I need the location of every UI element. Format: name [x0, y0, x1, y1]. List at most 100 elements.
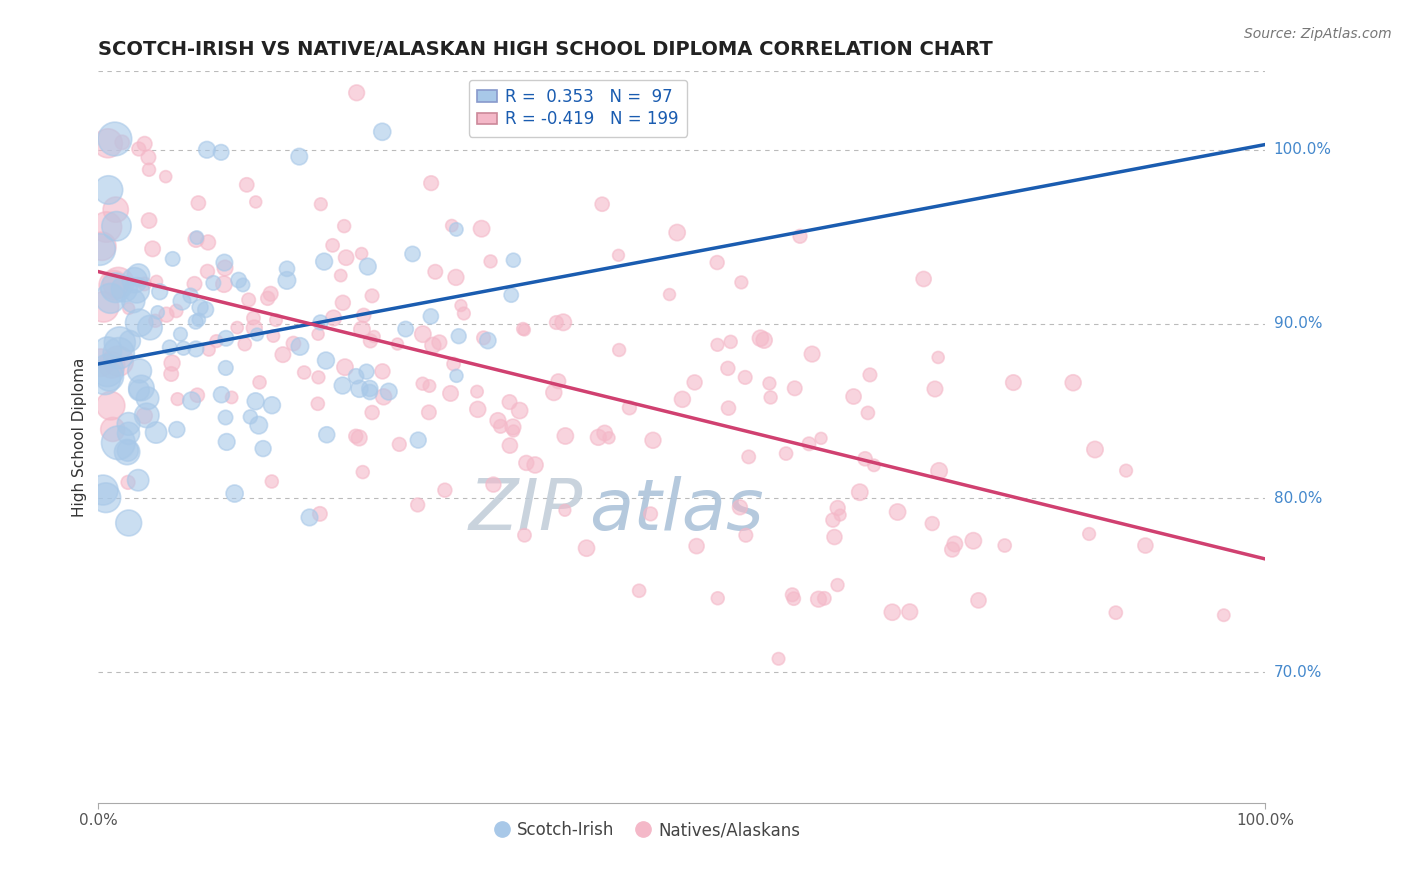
Point	[228, 273, 250, 287]
Text: Source: ZipAtlas.com: Source: ZipAtlas.com	[1244, 27, 1392, 41]
Point	[749, 331, 772, 345]
Point	[211, 388, 233, 402]
Point	[91, 483, 114, 497]
Point	[509, 403, 531, 417]
Point	[104, 132, 127, 146]
Point	[419, 310, 441, 324]
Point	[159, 340, 181, 354]
Point	[117, 475, 139, 490]
Point	[215, 360, 238, 375]
Point	[359, 384, 381, 399]
Point	[195, 143, 218, 157]
Point	[118, 334, 141, 348]
Point	[329, 268, 352, 283]
Point	[145, 275, 167, 289]
Point	[377, 384, 399, 399]
Point	[467, 402, 489, 417]
Point	[1084, 442, 1107, 457]
Point	[97, 343, 120, 358]
Point	[187, 196, 209, 211]
Point	[103, 278, 125, 293]
Point	[720, 334, 742, 349]
Point	[513, 323, 536, 337]
Point	[236, 178, 259, 192]
Point	[198, 343, 221, 357]
Point	[135, 409, 157, 423]
Point	[1062, 376, 1084, 390]
Point	[628, 583, 651, 598]
Point	[107, 435, 129, 450]
Point	[149, 285, 172, 299]
Point	[138, 162, 160, 177]
Point	[924, 382, 946, 396]
Point	[117, 417, 139, 431]
Point	[1212, 608, 1234, 623]
Point	[262, 329, 284, 343]
Point	[187, 312, 209, 326]
Point	[124, 273, 146, 287]
Point	[212, 277, 235, 292]
Point	[226, 320, 249, 334]
Point	[298, 510, 321, 524]
Point	[728, 500, 751, 515]
Point	[512, 322, 534, 336]
Point	[821, 513, 844, 527]
Point	[363, 329, 385, 343]
Point	[288, 339, 311, 353]
Point	[333, 360, 356, 375]
Point	[524, 458, 547, 472]
Point	[1078, 527, 1101, 541]
Point	[309, 507, 332, 521]
Point	[1105, 606, 1128, 620]
Point	[927, 351, 949, 365]
Point	[418, 405, 440, 419]
Point	[513, 528, 536, 542]
Point	[259, 286, 281, 301]
Point	[1135, 539, 1157, 553]
Point	[197, 264, 219, 278]
Point	[104, 202, 127, 217]
Point	[810, 431, 832, 445]
Point	[361, 405, 384, 419]
Point	[453, 306, 475, 320]
Point	[224, 486, 246, 500]
Point	[928, 464, 950, 478]
Point	[553, 315, 575, 329]
Point	[683, 376, 706, 390]
Point	[489, 419, 512, 434]
Point	[104, 281, 127, 295]
Point	[388, 437, 411, 451]
Point	[472, 331, 495, 345]
Point	[256, 291, 278, 305]
Point	[1002, 376, 1025, 390]
Point	[422, 338, 444, 352]
Point	[180, 288, 202, 302]
Point	[412, 327, 434, 342]
Point	[406, 433, 429, 447]
Point	[387, 337, 409, 351]
Point	[245, 194, 267, 209]
Point	[994, 539, 1017, 553]
Point	[335, 251, 357, 265]
Point	[607, 248, 630, 262]
Point	[155, 308, 177, 322]
Point	[169, 327, 191, 342]
Point	[427, 335, 450, 350]
Point	[502, 253, 524, 268]
Point	[180, 393, 202, 408]
Point	[356, 365, 378, 379]
Point	[554, 429, 576, 443]
Point	[184, 342, 207, 356]
Point	[276, 273, 298, 287]
Point	[783, 381, 806, 395]
Point	[640, 507, 662, 521]
Point	[283, 336, 305, 351]
Point	[260, 398, 283, 412]
Point	[183, 277, 205, 291]
Point	[350, 246, 373, 260]
Point	[100, 291, 122, 305]
Point	[346, 86, 368, 100]
Point	[111, 136, 134, 150]
Point	[886, 505, 908, 519]
Point	[371, 364, 394, 378]
